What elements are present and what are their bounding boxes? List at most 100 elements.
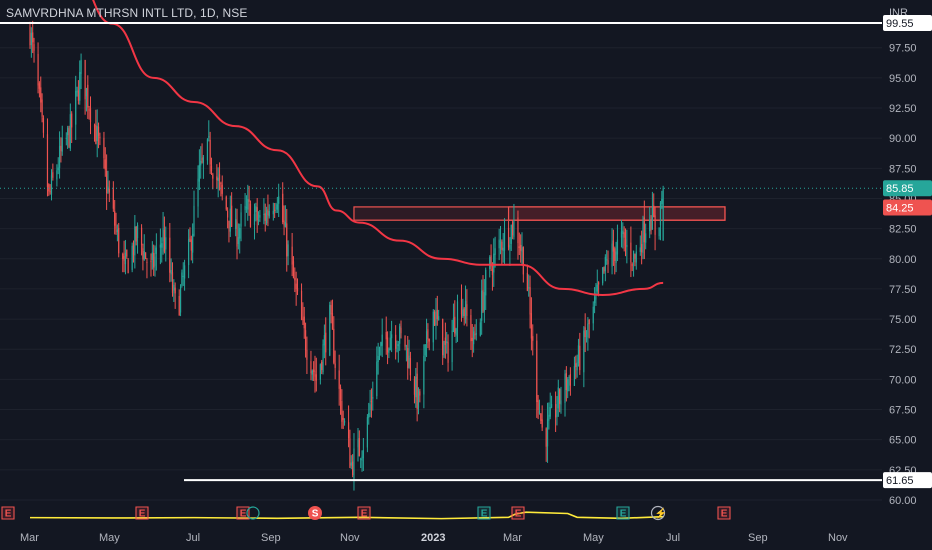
- candle-body: [178, 296, 180, 316]
- candle-up: [240, 203, 242, 242]
- price-tick-label: 97.50: [889, 43, 917, 55]
- candle-body: [38, 83, 41, 89]
- candle-body: [416, 373, 418, 410]
- candle-body: [150, 260, 152, 263]
- candle-down: [38, 81, 41, 98]
- candle-body: [490, 255, 492, 267]
- candle-body: [417, 389, 420, 408]
- volume-line: [29, 511, 664, 520]
- event-marker-earnings[interactable]: E: [616, 506, 630, 520]
- candle-body: [67, 127, 69, 136]
- price-axis[interactable]: INR 97.5095.0092.5090.0087.5085.0082.508…: [889, 7, 917, 507]
- candle-body: [596, 284, 598, 292]
- candle-body: [263, 213, 265, 215]
- candle-body: [313, 369, 315, 372]
- earnings-icon: [236, 506, 250, 520]
- event-marker-earnings[interactable]: E: [477, 506, 491, 520]
- candle-body: [229, 208, 231, 232]
- candle-body: [253, 214, 256, 226]
- events-layer: E E E S E E E E ⚡ E: [1, 505, 731, 521]
- candle-body: [584, 327, 586, 338]
- candle-up: [57, 157, 59, 175]
- candle-down: [216, 164, 218, 189]
- candle-body: [381, 334, 383, 346]
- candle-down: [87, 75, 89, 119]
- candle-up: [593, 287, 596, 314]
- candle-body: [231, 205, 233, 227]
- candle-body: [319, 364, 321, 380]
- candle-up: [521, 232, 523, 265]
- candle-up: [611, 228, 613, 275]
- candle-down: [650, 215, 652, 235]
- candle-body: [654, 215, 656, 235]
- event-marker-earnings[interactable]: E: [1, 506, 15, 520]
- candle-body: [400, 327, 402, 334]
- candle-up: [58, 131, 61, 179]
- candle-up: [498, 228, 500, 261]
- candle-body: [190, 239, 192, 251]
- candle-up: [658, 227, 660, 240]
- candle-body: [32, 32, 34, 43]
- candle-body: [227, 210, 229, 218]
- candle-up: [557, 379, 559, 417]
- candle-down: [135, 225, 137, 246]
- candle-down: [427, 323, 429, 349]
- earnings-icon: [616, 506, 630, 520]
- candle-body: [142, 248, 144, 260]
- candle-down: [218, 162, 221, 191]
- candle-body: [536, 340, 538, 403]
- candle-body: [598, 282, 600, 285]
- candle-down: [428, 338, 430, 351]
- candle-up: [615, 241, 617, 273]
- candle-down: [248, 185, 250, 216]
- event-marker-split[interactable]: S: [308, 506, 322, 520]
- candle-body: [286, 223, 288, 257]
- event-marker-earnings[interactable]: E: [511, 506, 525, 520]
- candle-up: [322, 339, 324, 375]
- candle-body: [641, 244, 643, 253]
- candle-body: [306, 349, 308, 360]
- event-marker-dividend[interactable]: [246, 506, 260, 520]
- candle-body: [564, 373, 566, 404]
- candle-down: [507, 221, 510, 251]
- event-marker-earnings[interactable]: E: [236, 506, 250, 520]
- time-tick-label: May: [99, 532, 120, 544]
- event-marker-flash[interactable]: ⚡: [650, 505, 667, 521]
- candle-down: [122, 252, 124, 273]
- resistance-tag-text: 84.25: [886, 203, 914, 215]
- candle-up: [456, 294, 459, 342]
- event-marker-earnings[interactable]: E: [357, 506, 371, 520]
- candle-body: [503, 229, 506, 251]
- candle-body: [522, 247, 524, 275]
- candle-body: [604, 256, 606, 272]
- candle-up: [438, 309, 440, 321]
- event-marker-earnings[interactable]: E: [717, 506, 731, 520]
- candle-body: [314, 370, 316, 377]
- candle-body: [650, 219, 652, 231]
- candle-body: [443, 340, 445, 358]
- candle-body: [555, 404, 557, 418]
- bottom-line-tag-text: 61.65: [886, 475, 914, 487]
- candle-body: [228, 220, 230, 229]
- candle-down: [466, 289, 468, 327]
- candle-body: [291, 246, 293, 265]
- candle-up: [503, 218, 506, 265]
- candle-down: [654, 207, 656, 251]
- candle-down: [540, 412, 542, 424]
- candle-down: [228, 220, 230, 243]
- candle-body: [560, 400, 562, 405]
- candle-up: [577, 338, 580, 367]
- candle-up: [278, 183, 280, 217]
- candle-body: [287, 244, 289, 257]
- candle-down: [178, 289, 180, 316]
- time-axis[interactable]: Mar May Jul Sep Nov 2023 Mar May Jul Sep Nov: [20, 532, 848, 544]
- candle-down: [447, 334, 449, 372]
- candle-up: [651, 191, 653, 230]
- event-marker-earnings[interactable]: E: [135, 506, 149, 520]
- symbol-title[interactable]: SAMVRDHNA MTHRSN INTL LTD, 1D, NSE: [6, 6, 248, 20]
- candle-up: [464, 285, 467, 324]
- candle-down: [283, 205, 285, 236]
- candle-body: [218, 174, 221, 181]
